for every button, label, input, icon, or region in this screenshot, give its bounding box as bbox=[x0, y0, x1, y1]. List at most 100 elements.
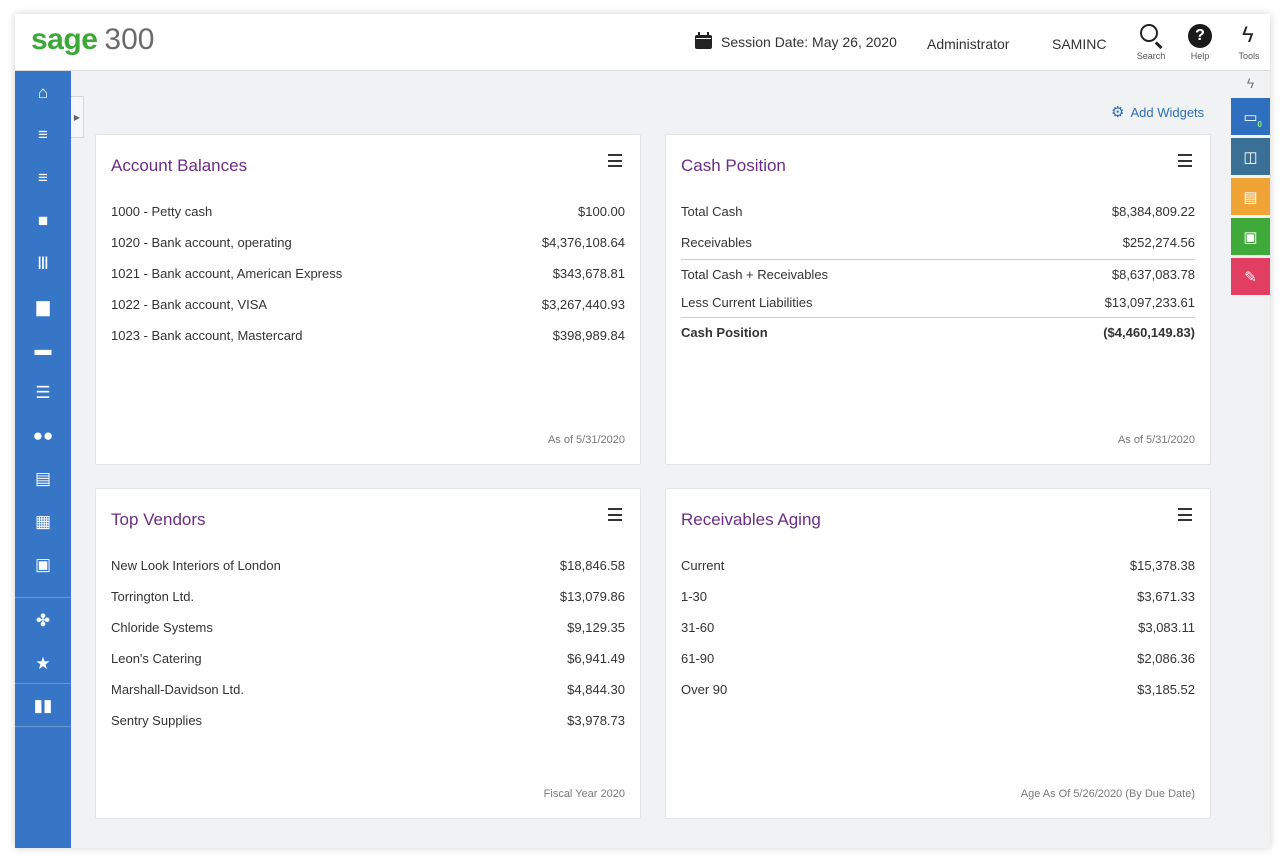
row-label: 1020 - Bank account, operating bbox=[111, 235, 292, 250]
row-value: $8,637,083.78 bbox=[1111, 267, 1195, 282]
nav-divider bbox=[15, 726, 71, 727]
row-value: $3,185.52 bbox=[1137, 682, 1195, 697]
nav-receivables[interactable]: ≡ bbox=[15, 115, 71, 155]
add-widgets-link[interactable]: ⚙ Add Widgets bbox=[1111, 103, 1204, 121]
cash-position-widget: Cash Position Total Cash $8,384,809.22 Re… bbox=[665, 134, 1211, 465]
table-row: Chloride Systems $9,129.35 bbox=[111, 613, 625, 644]
nav-reports[interactable]: ▮▮ bbox=[15, 686, 71, 726]
nav-tax[interactable]: ▣ bbox=[15, 545, 71, 585]
table-row: Over 90 $3,185.52 bbox=[681, 675, 1195, 706]
widget-menu-icon[interactable] bbox=[1178, 154, 1192, 167]
right-rail: ϟ ▭ 0 ◫ ▤ ▣ ✎ bbox=[1231, 71, 1270, 848]
nav-security[interactable]: ■ bbox=[15, 201, 71, 241]
table-row: 1023 - Bank account, Mastercard $398,989.… bbox=[111, 321, 625, 352]
lightning-icon: ϟ bbox=[1246, 75, 1255, 91]
document-icon: ▤ bbox=[34, 469, 52, 488]
row-value: $18,846.58 bbox=[559, 558, 625, 573]
edit-button[interactable]: ✎ bbox=[1231, 258, 1270, 295]
briefcase-icon: ▆ bbox=[36, 297, 50, 316]
row-value: $15,378.38 bbox=[1129, 558, 1195, 573]
widget-rows: New Look Interiors of London $18,846.58 T… bbox=[111, 551, 625, 737]
session-date[interactable]: Session Date: May 26, 2020 bbox=[695, 32, 897, 50]
nav-inventory[interactable]: ☰ bbox=[15, 373, 71, 413]
search-label: Search bbox=[1136, 51, 1166, 61]
help-icon: ? bbox=[1188, 24, 1212, 48]
row-label: Sentry Supplies bbox=[111, 713, 203, 728]
top-vendors-widget: Top Vendors New Look Interiors of London… bbox=[95, 488, 641, 819]
row-label: New Look Interiors of London bbox=[111, 558, 281, 573]
table-row: Total Cash $8,384,809.22 bbox=[681, 197, 1195, 228]
nav-home[interactable]: ⌂ bbox=[15, 73, 71, 113]
row-label: Marshall-Davidson Ltd. bbox=[111, 682, 244, 697]
widget-rows: Current $15,378.38 1-30 $3,671.33 31-60 $3,… bbox=[681, 551, 1195, 706]
lightning-icon: ϟ bbox=[1242, 22, 1254, 47]
inquiry-button[interactable]: ▣ bbox=[1231, 218, 1270, 255]
row-value: $3,083.11 bbox=[1138, 620, 1195, 635]
table-row: New Look Interiors of London $18,846.58 bbox=[111, 551, 625, 582]
search-button[interactable]: Search bbox=[1130, 22, 1172, 64]
row-label: 1-30 bbox=[681, 589, 708, 604]
row-value: $4,844.30 bbox=[567, 682, 625, 697]
nav-users[interactable]: ●● bbox=[15, 416, 71, 456]
bar-chart-icon: ▮▮ bbox=[33, 696, 53, 715]
row-value: $6,941.49 bbox=[567, 651, 625, 666]
payables-icon: ≡ bbox=[38, 168, 48, 187]
tools-button[interactable]: ϟ Tools bbox=[1228, 22, 1270, 64]
nav-document[interactable]: ▤ bbox=[15, 459, 71, 499]
report-icon: ▤ bbox=[1243, 188, 1258, 206]
row-value: $9,129.35 bbox=[567, 620, 625, 635]
reports-button[interactable]: ▤ bbox=[1231, 178, 1270, 215]
expand-nav-toggle[interactable]: ▶ bbox=[71, 96, 84, 138]
row-label: Total Cash bbox=[681, 204, 743, 219]
user-name[interactable]: Administrator bbox=[927, 36, 1010, 52]
row-value: $13,097,233.61 bbox=[1104, 295, 1195, 310]
search-icon bbox=[1140, 24, 1158, 42]
nav-briefcase[interactable]: ▆ bbox=[15, 287, 71, 327]
nav-favorites[interactable]: ★ bbox=[15, 644, 71, 684]
sage-300-logo: sage 300 bbox=[31, 24, 154, 56]
table-row: Torrington Ltd. $13,079.86 bbox=[111, 582, 625, 613]
table-row: 1020 - Bank account, operating $4,376,108… bbox=[111, 228, 625, 259]
nav-spreadsheet[interactable]: ▦ bbox=[15, 502, 71, 542]
help-button[interactable]: ? Help bbox=[1179, 22, 1221, 64]
maple-leaf-icon: ✤ bbox=[35, 611, 51, 630]
row-label: Cash Position bbox=[681, 325, 768, 340]
nav-folder[interactable]: ▬ bbox=[15, 330, 71, 370]
row-label: Over 90 bbox=[681, 682, 728, 697]
search-document-icon: ▣ bbox=[1243, 228, 1258, 246]
table-row: Total Cash + Receivables $8,637,083.78 bbox=[681, 259, 1195, 288]
widget-menu-icon[interactable] bbox=[1178, 508, 1192, 521]
row-label: 1021 - Bank account, American Express bbox=[111, 266, 343, 281]
row-value: $8,384,809.22 bbox=[1111, 204, 1195, 219]
table-row: Sentry Supplies $3,978.73 bbox=[111, 706, 625, 737]
star-icon: ★ bbox=[35, 654, 51, 673]
recent-windows-button[interactable]: ◫ bbox=[1231, 138, 1270, 175]
widget-title: Top Vendors bbox=[111, 510, 206, 529]
session-date-label: Session Date: May 26, 2020 bbox=[721, 34, 897, 50]
tools-label: Tools bbox=[1238, 51, 1260, 61]
pen-icon: ✎ bbox=[1244, 268, 1257, 286]
row-label: Receivables bbox=[681, 235, 752, 250]
nav-bank[interactable]: Ⅲ bbox=[15, 244, 71, 284]
row-value: $100.00 bbox=[578, 204, 625, 219]
row-value: $398,989.84 bbox=[552, 328, 625, 343]
caret-right-icon: ▶ bbox=[73, 112, 81, 122]
table-row: Less Current Liabilities $13,097,233.61 bbox=[681, 288, 1195, 317]
users-icon: ●● bbox=[32, 426, 54, 445]
top-header: sage 300 Session Date: May 26, 2020 Admin… bbox=[15, 14, 1270, 71]
widget-menu-icon[interactable] bbox=[608, 154, 622, 167]
widget-rows: 1000 - Petty cash $100.00 1020 - Bank acc… bbox=[111, 197, 625, 352]
row-value: $13,079.86 bbox=[559, 589, 625, 604]
nav-payables[interactable]: ≡ bbox=[15, 158, 71, 198]
row-label: Torrington Ltd. bbox=[111, 589, 195, 604]
window-count-badge: 0 bbox=[1257, 120, 1262, 129]
open-windows-button[interactable]: ▭ 0 bbox=[1231, 98, 1270, 135]
app-window: sage 300 Session Date: May 26, 2020 Admin… bbox=[15, 14, 1270, 848]
widget-menu-icon[interactable] bbox=[608, 508, 622, 521]
widget-footer: Age As Of 5/26/2020 (By Due Date) bbox=[1020, 788, 1195, 800]
table-row: Leon's Catering $6,941.49 bbox=[111, 644, 625, 675]
company-name[interactable]: SAMINC bbox=[1052, 36, 1107, 52]
receivables-icon: ≡ bbox=[38, 125, 48, 144]
table-row: Current $15,378.38 bbox=[681, 551, 1195, 582]
nav-canada[interactable]: ✤ bbox=[15, 601, 71, 641]
